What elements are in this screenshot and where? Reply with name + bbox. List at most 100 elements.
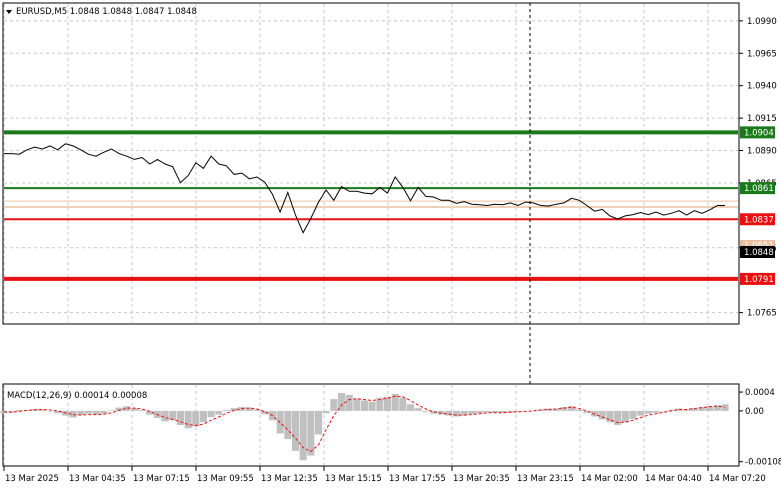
macd-bar <box>84 410 92 414</box>
macd-bar <box>130 408 138 411</box>
macd-bar <box>100 410 108 414</box>
macd-bar <box>721 404 729 411</box>
macd-bar <box>552 408 560 411</box>
x-tick-label: 14 Mar 02:00 <box>581 474 638 484</box>
macd-bar <box>345 394 353 411</box>
y-tick-label: 1.0990 <box>747 17 777 27</box>
y-tick-label: 1.0965 <box>747 49 777 59</box>
macd-bar <box>215 410 223 415</box>
main-grid <box>3 4 738 323</box>
macd-bar <box>315 410 323 435</box>
macd-bar <box>253 409 261 411</box>
x-tick-label: 13 Mar 23:15 <box>517 474 574 484</box>
macd-bar <box>123 406 131 411</box>
x-tick-label: 13 Mar 17:55 <box>389 474 446 484</box>
macd-bar <box>414 408 422 411</box>
x-tick-label: 13 Mar 09:55 <box>197 474 254 484</box>
main-price-panel[interactable] <box>2 2 740 325</box>
horizontal-levels: 1.0904 1.0861 1.0837 1.0791 <box>4 126 775 285</box>
x-tick-label: 13 Mar 04:35 <box>69 474 126 484</box>
level-price-tag <box>740 126 775 139</box>
macd-bar <box>322 410 330 414</box>
level-price-tag <box>740 272 775 285</box>
macd-signal-line <box>3 395 726 452</box>
macd-bar <box>284 410 292 440</box>
macd-bar <box>353 398 361 411</box>
dropdown-triangle-icon[interactable] <box>6 10 12 14</box>
macd-bar <box>38 409 46 411</box>
macd-bar <box>222 409 230 411</box>
macd-bar <box>77 410 85 416</box>
macd-bar <box>460 410 468 416</box>
macd-bar <box>192 410 200 427</box>
macd-bar <box>476 410 484 414</box>
level-price-tag <box>740 182 775 195</box>
macd-bar <box>629 410 637 419</box>
macd-bar <box>146 410 154 415</box>
level-price-label: 1.0837 <box>744 215 774 225</box>
macd-bar <box>598 410 606 420</box>
symbol-header: EURUSD,M5 1.0848 1.0848 1.0847 1.0848 <box>16 7 197 17</box>
macd-bar <box>176 410 184 425</box>
macd-bar <box>698 407 706 411</box>
macd-bar <box>644 410 652 414</box>
macd-bar <box>199 410 207 423</box>
macd-bar <box>207 410 215 417</box>
current-price-tag: 1.0848 <box>740 246 775 258</box>
y-tick-label: 1.0940 <box>747 82 777 92</box>
level-price-tag <box>740 213 775 226</box>
macd-bar <box>184 410 192 429</box>
macd-bar <box>54 410 62 414</box>
macd-bar <box>161 410 169 422</box>
macd-y-tick-label: -0.00108 <box>745 458 781 468</box>
macd-y-tick-label: 0.0004 <box>745 388 775 398</box>
macd-bar <box>115 407 123 411</box>
macd-bar <box>560 407 568 411</box>
macd-header: MACD(12,26,9) 0.00014 0.00008 <box>7 391 147 401</box>
macd-bar <box>230 408 238 411</box>
macd-bar <box>107 410 115 411</box>
time-axis: 13 Mar 2025 13 Mar 04:35 13 Mar 07:15 13 Ma… <box>3 466 766 484</box>
macd-bar <box>675 408 683 411</box>
macd-bar <box>8 410 16 413</box>
macd-bar <box>683 409 691 411</box>
macd-bar <box>468 410 476 415</box>
x-tick-label: 13 Mar 20:35 <box>453 474 510 484</box>
macd-bar <box>660 410 668 412</box>
macd-bar <box>399 397 407 411</box>
macd-bar <box>713 405 721 411</box>
x-tick-label: 13 Mar 15:15 <box>325 474 382 484</box>
y-tick-label: 1.0915 <box>747 114 777 124</box>
macd-bar <box>384 396 392 411</box>
macd-bar <box>606 410 614 423</box>
macd-bar <box>690 408 698 411</box>
macd-bar <box>652 410 660 413</box>
macd-grid <box>3 385 709 465</box>
x-tick-label: 14 Mar 04:40 <box>645 474 702 484</box>
macd-bar <box>330 399 338 411</box>
macd-y-tick-label: 0.00 <box>745 407 764 417</box>
macd-bar <box>361 400 369 411</box>
macd-bar <box>23 410 31 411</box>
macd-bar <box>621 410 629 423</box>
level-price-label: 1.0861 <box>744 184 774 194</box>
macd-bar <box>69 410 77 418</box>
x-tick-label: 13 Mar 12:35 <box>261 474 318 484</box>
macd-bar <box>430 410 438 414</box>
price-line <box>4 143 725 234</box>
svg-text:1.0848: 1.0848 <box>744 248 774 258</box>
macd-bar <box>138 409 146 411</box>
level-price-label: 1.0904 <box>744 128 774 138</box>
macd-bar <box>575 409 583 411</box>
macd-bar <box>407 404 415 411</box>
macd-bar <box>583 410 591 413</box>
macd-bar <box>445 410 453 416</box>
x-tick-label: 13 Mar 07:15 <box>133 474 190 484</box>
macd-bar <box>706 406 714 411</box>
macd-bar <box>514 410 522 412</box>
macd-bar <box>245 407 253 411</box>
x-tick-label: 14 Mar 07:20 <box>709 474 766 484</box>
macd-bar <box>92 410 100 415</box>
y-tick-label: 1.0890 <box>747 147 777 157</box>
